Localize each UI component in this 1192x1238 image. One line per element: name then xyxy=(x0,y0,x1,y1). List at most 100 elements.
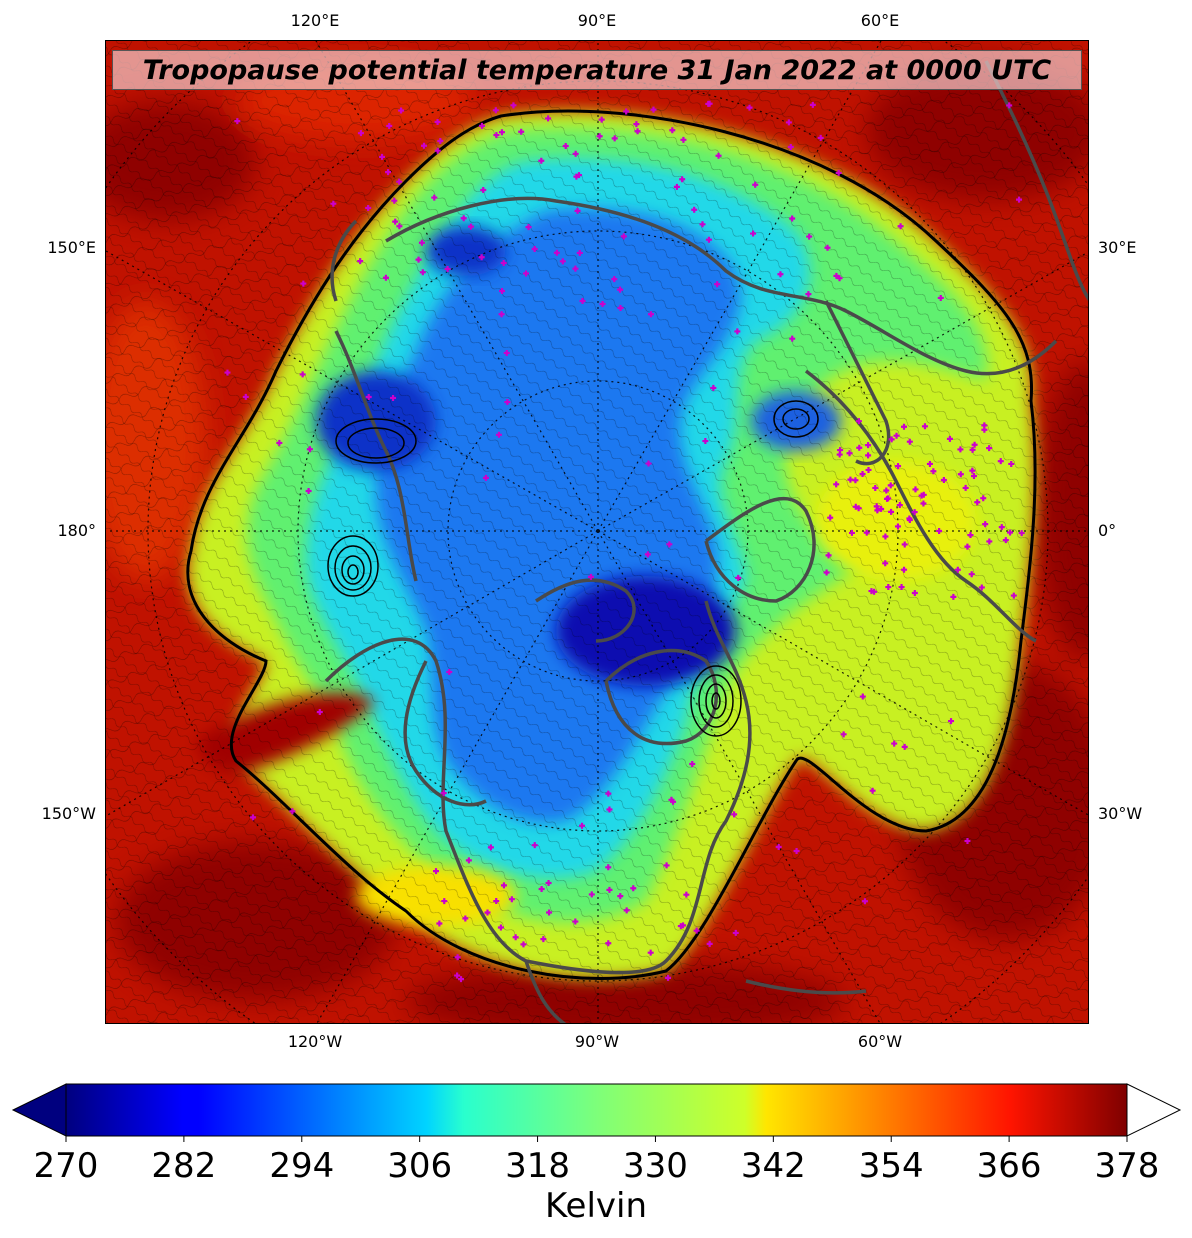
observation-marker xyxy=(498,129,505,136)
observation-marker xyxy=(683,891,690,898)
observation-marker xyxy=(454,954,461,961)
map-panel xyxy=(105,40,1089,1024)
colorbar-tick-label: 270 xyxy=(33,1146,99,1186)
observation-marker xyxy=(512,934,519,941)
observation-marker xyxy=(478,254,485,261)
observation-marker xyxy=(705,100,712,107)
observation-marker xyxy=(746,104,753,111)
observation-marker xyxy=(986,538,993,545)
observation-marker xyxy=(856,444,863,451)
tropopause-theta-map xyxy=(106,41,1088,1023)
observation-marker xyxy=(926,460,933,467)
observation-marker xyxy=(785,119,792,126)
observation-marker xyxy=(680,136,687,143)
observation-marker xyxy=(980,495,987,502)
alaska-coast xyxy=(403,660,487,807)
observation-marker xyxy=(497,924,504,931)
hudson-bay-coast xyxy=(604,648,719,746)
colorbar-extend-high xyxy=(1126,1083,1182,1137)
observation-marker xyxy=(974,499,981,506)
observation-marker xyxy=(898,584,905,591)
cyclone-contours xyxy=(327,400,819,737)
observation-marker xyxy=(978,584,985,591)
observation-marker xyxy=(484,909,491,916)
observation-marker xyxy=(440,790,447,797)
observation-marker xyxy=(835,169,842,176)
observation-marker xyxy=(434,118,441,125)
observation-marker xyxy=(882,560,889,567)
observation-marker xyxy=(645,460,652,467)
observation-marker xyxy=(940,477,947,484)
observation-marker xyxy=(789,215,796,222)
observation-marker xyxy=(670,798,677,805)
observation-marker xyxy=(390,394,397,401)
observation-marker xyxy=(1006,102,1013,109)
observation-marker xyxy=(392,218,399,225)
observation-marker xyxy=(702,438,709,445)
observation-marker xyxy=(540,936,547,943)
map-title: Tropopause potential temperature 31 Jan … xyxy=(142,54,1052,86)
observation-marker xyxy=(630,885,637,892)
observation-markers xyxy=(224,100,1025,983)
observation-marker xyxy=(896,502,903,509)
observation-marker xyxy=(431,194,438,201)
observation-marker xyxy=(650,106,657,113)
observation-marker xyxy=(825,552,832,559)
observation-marker xyxy=(357,130,364,137)
colorbar xyxy=(11,1083,1182,1142)
observation-marker xyxy=(693,927,700,934)
observation-marker xyxy=(611,135,618,142)
observation-marker xyxy=(691,206,698,213)
observation-marker xyxy=(508,896,515,903)
caribbean-coast xyxy=(745,979,867,995)
graticule xyxy=(106,41,1088,1023)
observation-marker xyxy=(572,150,579,157)
observation-marker xyxy=(865,466,872,473)
observation-marker xyxy=(863,529,870,536)
colorbar-tick-label: 294 xyxy=(269,1146,335,1186)
observation-marker xyxy=(954,566,961,573)
observation-marker xyxy=(518,128,525,135)
observation-marker xyxy=(391,197,398,204)
observation-marker xyxy=(446,669,453,676)
observation-marker xyxy=(930,468,937,475)
observation-marker xyxy=(920,500,927,507)
observation-marker xyxy=(998,524,1005,531)
observation-marker xyxy=(873,503,880,510)
observation-marker xyxy=(617,893,624,900)
observation-marker xyxy=(620,233,627,240)
observation-marker xyxy=(823,569,830,576)
observation-marker xyxy=(379,153,386,160)
observation-marker xyxy=(710,384,717,391)
observation-marker xyxy=(525,224,532,231)
observation-marker xyxy=(882,533,889,540)
observation-marker xyxy=(365,393,372,400)
observation-marker xyxy=(957,446,964,453)
colorbar-tick-label: 342 xyxy=(740,1146,806,1186)
observation-marker xyxy=(365,204,372,211)
observation-marker xyxy=(827,514,834,521)
observation-marker xyxy=(920,491,927,498)
observation-marker xyxy=(500,882,507,889)
north-america-coast xyxy=(324,600,752,975)
observation-marker xyxy=(679,176,686,183)
observation-marker xyxy=(596,133,603,140)
observation-marker xyxy=(606,806,613,813)
observation-marker xyxy=(752,181,759,188)
observation-marker xyxy=(665,974,672,981)
observation-marker xyxy=(840,731,847,738)
observation-marker xyxy=(888,436,895,443)
observation-marker xyxy=(493,132,500,139)
observation-marker xyxy=(852,503,859,510)
observation-marker xyxy=(946,435,953,442)
observation-marker xyxy=(617,286,624,293)
colorbar-extend-low xyxy=(11,1083,67,1137)
observation-marker xyxy=(538,885,545,892)
observation-marker xyxy=(824,244,831,251)
observation-marker xyxy=(299,371,306,378)
coastlines xyxy=(324,60,1088,1023)
europe-coast xyxy=(804,369,1037,643)
colorbar-tick-label: 282 xyxy=(151,1146,217,1186)
observation-marker xyxy=(467,223,474,230)
observation-marker xyxy=(969,446,976,453)
